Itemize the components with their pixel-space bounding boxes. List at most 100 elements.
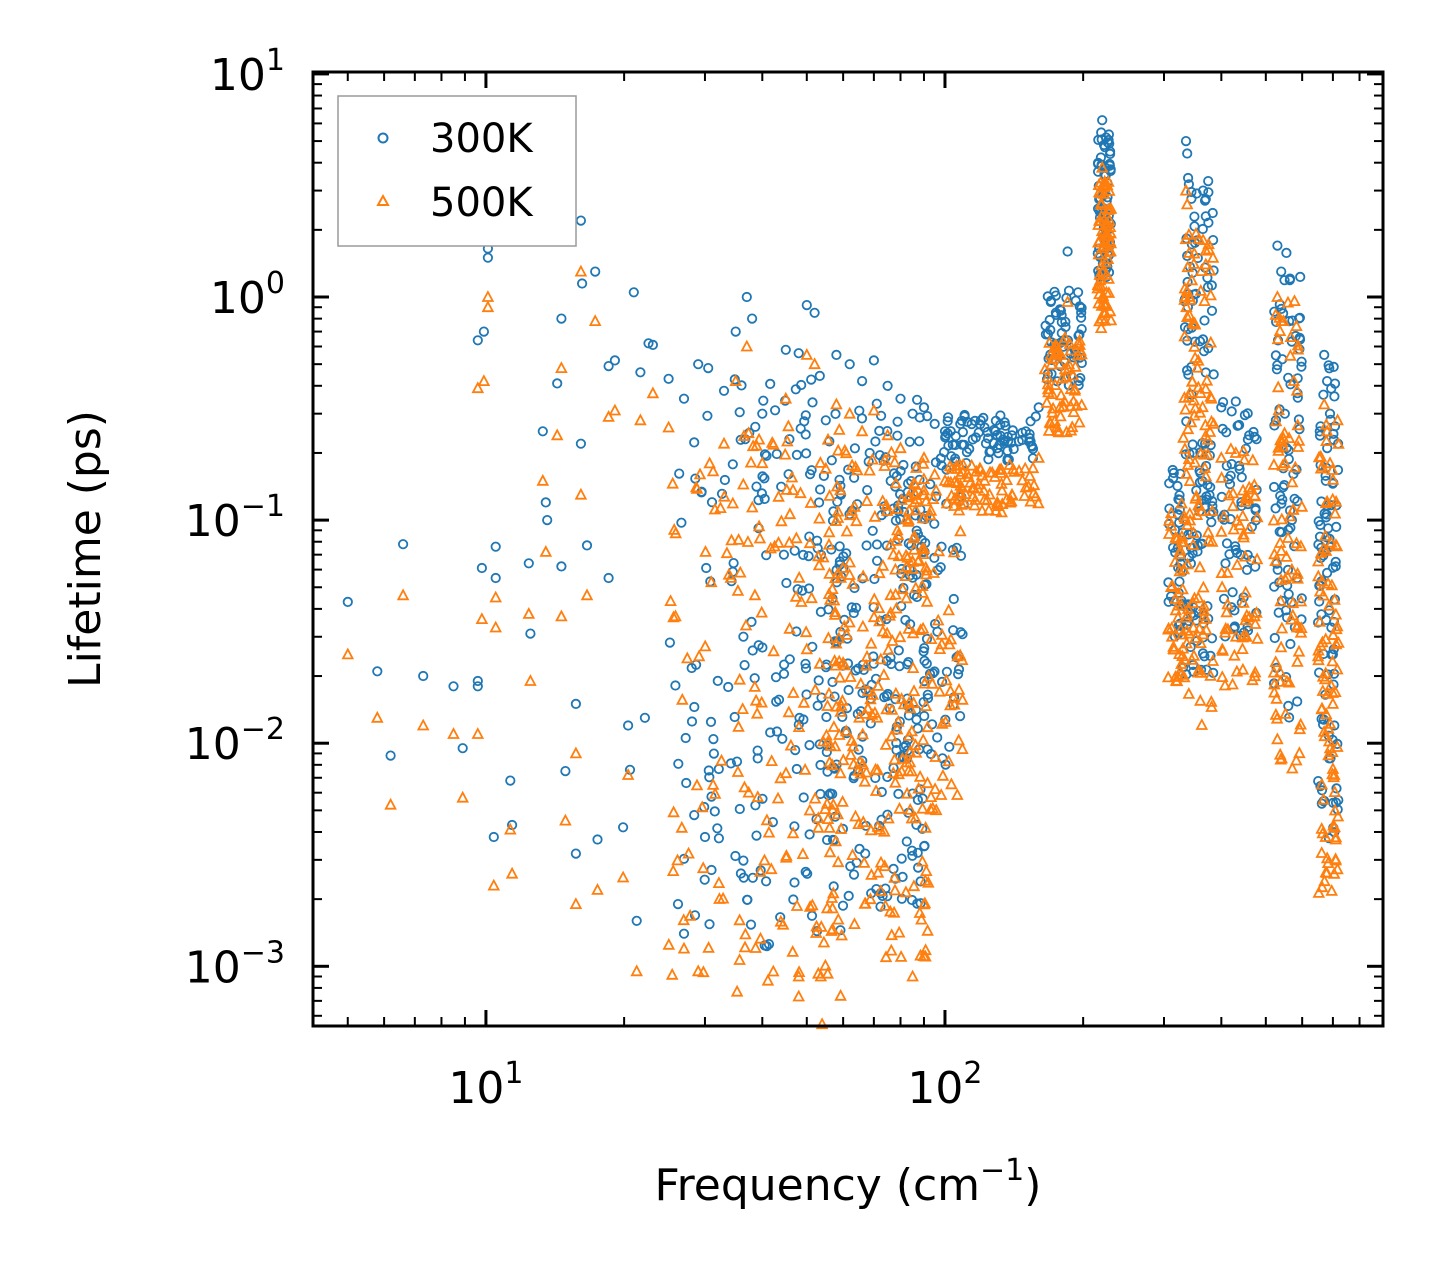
300k-point (871, 539, 883, 550)
300k-point (1269, 632, 1280, 644)
300k-point (814, 484, 826, 495)
300k-point (628, 287, 639, 298)
500k-point (1288, 294, 1301, 307)
500k-point (1198, 461, 1212, 474)
x-axis-label: Frequency (cm−1) (655, 1153, 1042, 1211)
300k-point (890, 515, 902, 526)
500k-point (753, 531, 767, 544)
300k-point (892, 430, 903, 441)
500k-point (895, 764, 908, 777)
300k-point (686, 716, 698, 727)
300k-point (871, 555, 883, 566)
500k-point (752, 432, 766, 445)
500k-point (667, 805, 680, 818)
300k-point (472, 675, 483, 687)
500k-point (1187, 526, 1200, 538)
300k-point (704, 772, 715, 783)
y-tick-label: 10−1 (185, 489, 285, 547)
500k-point (1274, 640, 1288, 653)
500k-point (1180, 310, 1194, 323)
500k-point (1276, 439, 1290, 452)
500k-point (559, 813, 572, 826)
500k-point (813, 656, 827, 669)
300k-point (729, 374, 740, 385)
300k-point (1045, 296, 1056, 308)
300k-point (1224, 479, 1236, 490)
y-tick-label: 10−2 (185, 712, 285, 770)
300k-point (815, 759, 826, 771)
500k-point (1282, 431, 1296, 444)
500k-point (975, 503, 989, 516)
500k-point (929, 750, 942, 762)
500k-point (1183, 308, 1196, 321)
500k-point (885, 729, 898, 742)
500k-point (915, 912, 928, 925)
300k-point (843, 684, 854, 696)
500k-point (1201, 447, 1215, 460)
500k-point (948, 697, 961, 710)
300k-point (342, 596, 353, 608)
500k-point (880, 504, 894, 516)
300k-point (892, 416, 903, 427)
500k-point (808, 357, 821, 370)
500k-point (1187, 393, 1201, 406)
500k-point (1173, 547, 1187, 559)
500k-point (920, 864, 933, 876)
500k-point (522, 606, 536, 619)
500k-point (762, 825, 776, 838)
500k-point (1180, 518, 1194, 530)
500k-point (902, 621, 915, 634)
500k-point (1328, 803, 1342, 816)
500k-point (1290, 319, 1303, 332)
500k-point (692, 649, 706, 662)
500k-point (1325, 578, 1339, 591)
300k-point (800, 663, 812, 674)
500k-point (863, 463, 876, 476)
500k-point (1325, 883, 1339, 896)
300k-point (912, 847, 923, 858)
500k-point (1280, 674, 1294, 687)
500k-point (662, 420, 675, 433)
300k-point (730, 850, 741, 862)
500k-point (505, 866, 519, 879)
300k-point (603, 360, 614, 372)
500k-point (920, 594, 934, 607)
500k-point (950, 458, 963, 471)
300k-point (1283, 700, 1294, 712)
500k-point (736, 702, 749, 714)
500k-point (1068, 382, 1082, 395)
300k-point (418, 670, 429, 682)
500k-point (803, 803, 817, 816)
300k-point (813, 675, 824, 686)
500k-point (800, 347, 814, 360)
300k-point (1163, 596, 1174, 607)
500k-point (768, 539, 781, 552)
500k-point (805, 591, 818, 604)
500k-point (1328, 785, 1342, 797)
500k-point (487, 878, 501, 891)
500k-point (847, 757, 860, 770)
300k-point (789, 545, 800, 556)
500k-point (822, 525, 836, 538)
500k-point (856, 569, 870, 582)
500k-point (991, 495, 1004, 508)
300k-point (1008, 443, 1019, 455)
500k-point (1204, 288, 1218, 301)
300k-point (812, 700, 823, 711)
500k-point (892, 714, 905, 727)
300k-point (631, 915, 642, 926)
300k-point (689, 809, 700, 821)
500k-point (907, 684, 921, 697)
500k-point (889, 686, 903, 699)
300k-point (622, 720, 634, 731)
500k-point (574, 264, 588, 277)
300k-point (1269, 481, 1280, 493)
300k-point (830, 408, 841, 419)
500k-point (1269, 554, 1282, 566)
500k-point (945, 777, 958, 790)
500k-point (917, 450, 931, 463)
500k-point (715, 753, 728, 766)
500k-point (1179, 183, 1193, 196)
500k-point (1204, 335, 1218, 348)
300k-point (1326, 383, 1337, 394)
